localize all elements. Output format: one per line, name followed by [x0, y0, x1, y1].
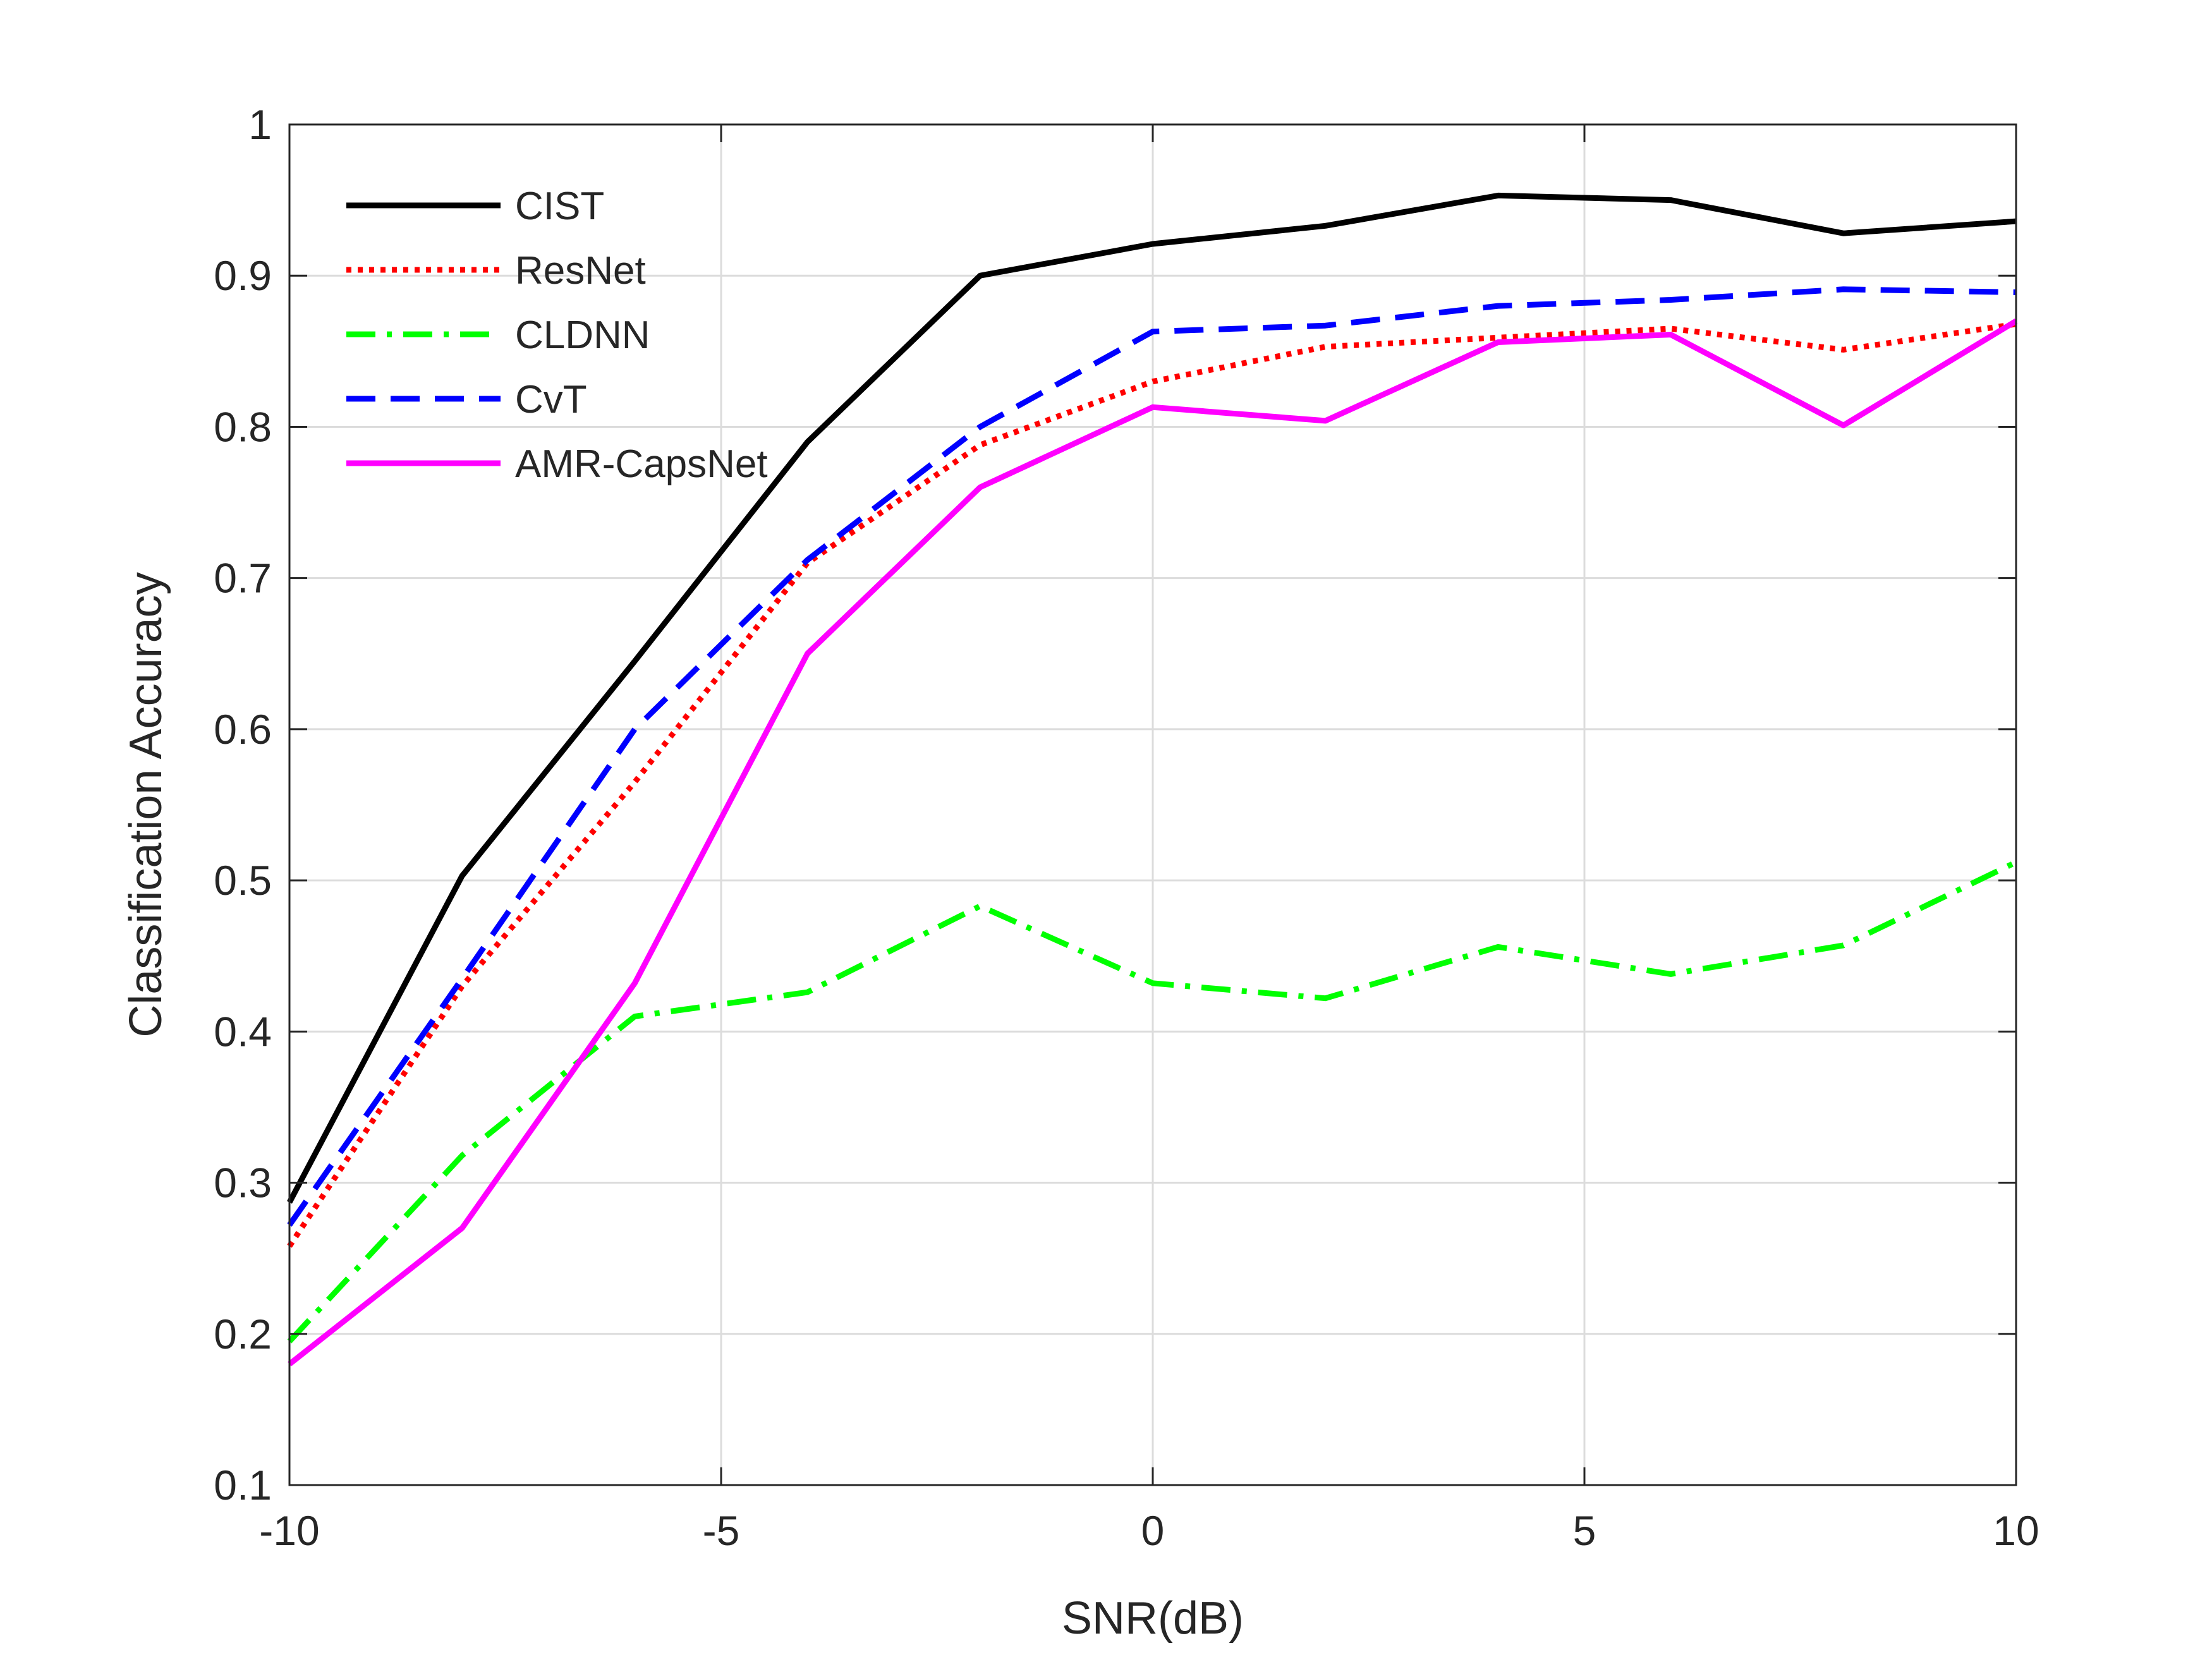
legend-label: CLDNN [515, 313, 650, 357]
y-tick-label: 1 [248, 101, 272, 148]
y-tick-label: 0.7 [214, 555, 272, 602]
x-tick-label: -10 [259, 1507, 319, 1554]
y-tick-label: 0.1 [214, 1462, 272, 1508]
y-tick-label: 0.4 [214, 1008, 272, 1055]
y-tick-label: 0.8 [214, 403, 272, 450]
legend-label: CIST [515, 185, 604, 228]
y-tick-label: 0.3 [214, 1160, 272, 1206]
series-line-amr-capsnet [288, 318, 2018, 1367]
series-line-resnet [287, 321, 2017, 1248]
y-tick-label: 0.6 [214, 706, 272, 753]
y-tick-label: 0.9 [214, 252, 272, 299]
legend-label: AMR-CapsNet [515, 442, 768, 486]
tick-labels: -10 -5 0 5 10 0.1 0.2 0.3 0.4 0.5 0.6 0.7 0.8 0.9 1 [214, 101, 2039, 1554]
grid [289, 124, 2016, 1485]
y-tick-label: 0.5 [214, 857, 272, 904]
x-axis-title: SNR(dB) [1062, 1593, 1244, 1644]
series-line-cvt [287, 286, 2017, 1227]
legend-label: CvT [515, 378, 587, 422]
x-tick-label: 0 [1141, 1507, 1165, 1554]
x-tick-label: 5 [1573, 1507, 1596, 1554]
legend: CIST ResNet CLDNN CvT AMR-CapsNet [346, 185, 768, 486]
legend-label: ResNet [515, 249, 646, 293]
series-line-cist [287, 192, 2017, 1204]
series-lines [287, 192, 2018, 1367]
x-tick-label: -5 [703, 1507, 740, 1554]
y-axis-title: Classification Accuracy [121, 572, 171, 1037]
y-tick-label: 0.2 [214, 1311, 272, 1357]
axes [288, 123, 2017, 1486]
x-tick-label: 10 [1993, 1507, 2039, 1554]
